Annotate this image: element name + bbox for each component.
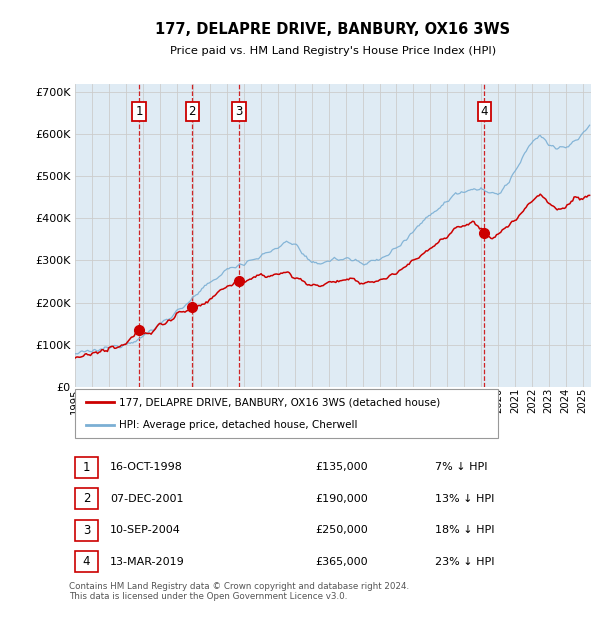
Text: 177, DELAPRE DRIVE, BANBURY, OX16 3WS: 177, DELAPRE DRIVE, BANBURY, OX16 3WS — [155, 22, 511, 37]
Text: 2: 2 — [83, 492, 90, 505]
Text: 1: 1 — [136, 105, 143, 118]
Bar — [239, 84, 484, 387]
Text: HPI: Average price, detached house, Cherwell: HPI: Average price, detached house, Cher… — [119, 420, 358, 430]
Text: 13-MAR-2019: 13-MAR-2019 — [110, 557, 185, 567]
Bar — [484, 84, 591, 387]
Text: 10-SEP-2004: 10-SEP-2004 — [110, 525, 181, 535]
Text: 1: 1 — [83, 461, 90, 474]
Text: 13% ↓ HPI: 13% ↓ HPI — [435, 494, 494, 504]
Text: 23% ↓ HPI: 23% ↓ HPI — [435, 557, 494, 567]
Text: 16-OCT-1998: 16-OCT-1998 — [110, 462, 182, 472]
Text: Contains HM Land Registry data © Crown copyright and database right 2024.
This d: Contains HM Land Registry data © Crown c… — [69, 582, 409, 601]
Bar — [139, 84, 192, 387]
Bar — [75, 84, 139, 387]
Text: 07-DEC-2001: 07-DEC-2001 — [110, 494, 184, 504]
Text: 3: 3 — [235, 105, 242, 118]
Bar — [192, 84, 239, 387]
Text: 4: 4 — [83, 556, 90, 569]
Text: 7% ↓ HPI: 7% ↓ HPI — [435, 462, 487, 472]
Text: 177, DELAPRE DRIVE, BANBURY, OX16 3WS (detached house): 177, DELAPRE DRIVE, BANBURY, OX16 3WS (d… — [119, 397, 440, 407]
Text: 2: 2 — [188, 105, 196, 118]
Text: 4: 4 — [481, 105, 488, 118]
Text: £190,000: £190,000 — [315, 494, 368, 504]
Text: 18% ↓ HPI: 18% ↓ HPI — [435, 525, 494, 535]
Text: Price paid vs. HM Land Registry's House Price Index (HPI): Price paid vs. HM Land Registry's House … — [170, 46, 496, 56]
Text: £365,000: £365,000 — [315, 557, 368, 567]
Text: £250,000: £250,000 — [315, 525, 368, 535]
Text: £135,000: £135,000 — [315, 462, 368, 472]
Text: 3: 3 — [83, 524, 90, 537]
